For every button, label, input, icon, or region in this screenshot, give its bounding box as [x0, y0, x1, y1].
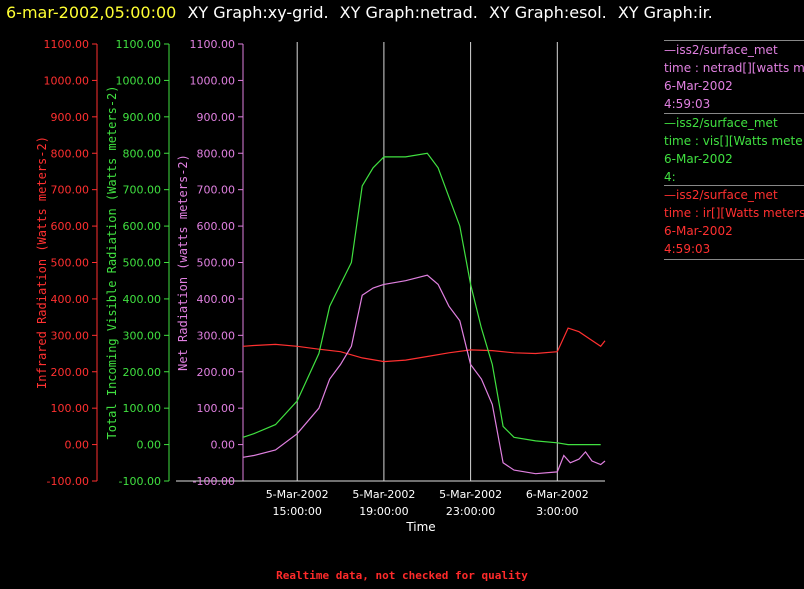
vis-y-axis-tick-label: 300.00 — [123, 329, 162, 342]
ir-y-axis-label: Infrared Radiation (Watts meters-2) — [35, 136, 49, 389]
netrad-y-axis-tick-label: 0.00 — [211, 439, 236, 452]
graph-title-xy-grid: XY Graph:xy-grid. — [187, 3, 329, 22]
x-tick-label-date: 5-Mar-2002 — [439, 488, 502, 501]
legend-vis-variable: time : vis[][Watts mete — [664, 134, 803, 148]
graph-title-netrad: XY Graph:netrad. — [339, 3, 478, 22]
ir-series-line — [242, 327, 606, 363]
ir-y-axis-tick-label: 400.00 — [51, 293, 90, 306]
vis-y-axis-tick-label: 200.00 — [123, 366, 162, 379]
legend-netrad-source: —iss2/surface_met — [664, 43, 778, 57]
timestamp: 6-mar-2002,05:00:00 — [6, 3, 177, 22]
legend-divider — [664, 185, 804, 186]
ir-y-axis-tick-label: 300.00 — [51, 329, 90, 342]
graph-title-ir: XY Graph:ir. — [617, 3, 713, 22]
graph-title-esol: XY Graph:esol. — [488, 3, 607, 22]
legend-ir-source: —iss2/surface_met — [664, 188, 778, 202]
vis-series-line — [242, 152, 601, 446]
x-tick-label-time: 3:00:00 — [536, 505, 578, 518]
vis-y-axis-tick-label: 700.00 — [123, 184, 162, 197]
legend-vis-time: 4: — [664, 170, 676, 184]
netrad-y-axis-tick-label: 500.00 — [197, 257, 236, 270]
x-tick-label-date: 5-Mar-2002 — [352, 488, 415, 501]
netrad-y-axis-tick-label: 1100.00 — [190, 38, 236, 51]
netrad-y-axis-tick-label: 200.00 — [197, 366, 236, 379]
quality-notice: Realtime data, not checked for quality — [276, 569, 528, 582]
vis-y-axis-tick-label: 1100.00 — [116, 38, 162, 51]
vis-y-axis-label: Total Incoming Visible Radiation (Watts … — [105, 85, 119, 439]
x-tick-label-time: 23:00:00 — [446, 505, 495, 518]
legend-divider — [664, 259, 804, 260]
netrad-y-axis-tick-label: 1000.00 — [190, 74, 236, 87]
legend-ir: —iss2/surface_met time : ir[][Watts mete… — [664, 185, 804, 260]
x-tick-label-date: 5-Mar-2002 — [266, 488, 329, 501]
legend-ir-date: 6-Mar-2002 — [664, 224, 733, 238]
ir-y-axis-tick-label: 1100.00 — [44, 38, 90, 51]
ir-y-axis-tick-label: 0.00 — [65, 439, 90, 452]
vis-y-axis-tick-label: 400.00 — [123, 293, 162, 306]
legend-vis-date: 6-Mar-2002 — [664, 152, 733, 166]
x-tick-label-date: 6-Mar-2002 — [526, 488, 589, 501]
vis-y-axis-tick-label: 900.00 — [123, 111, 162, 124]
x-axis-label: Time — [405, 520, 435, 534]
vis-y-axis-tick-label: 1000.00 — [116, 74, 162, 87]
netrad-y-axis-tick-label: 800.00 — [197, 147, 236, 160]
ir-y-axis-tick-label: 900.00 — [51, 111, 90, 124]
ir-y-axis-tick-label: 800.00 — [51, 147, 90, 160]
vis-y-axis-tick-label: 500.00 — [123, 257, 162, 270]
vis-y-axis-tick-label: 0.00 — [137, 439, 162, 452]
ir-y-axis-tick-label: 100.00 — [51, 402, 90, 415]
netrad-y-axis-label: Net Radiation (watts meters-2) — [176, 154, 190, 371]
ir-y-axis-tick-label: 600.00 — [51, 220, 90, 233]
ir-y-axis-tick-label: 1000.00 — [44, 74, 90, 87]
ir-y-axis-tick-label: -100.00 — [47, 475, 89, 488]
x-tick-label-time: 15:00:00 — [272, 505, 321, 518]
legend-netrad-variable: time : netrad[][watts me — [664, 61, 804, 75]
x-tick-label-time: 19:00:00 — [359, 505, 408, 518]
legend-vis: —iss2/surface_met time : vis[][Watts met… — [664, 113, 804, 186]
header: 6-mar-2002,05:00:00 XY Graph:xy-grid. XY… — [6, 3, 713, 22]
ir-y-axis-tick-label: 700.00 — [51, 184, 90, 197]
legend-netrad: —iss2/surface_met time : netrad[][watts … — [664, 40, 804, 113]
netrad-y-axis-tick-label: 300.00 — [197, 329, 236, 342]
legend-netrad-time: 4:59:03 — [664, 97, 711, 111]
legend-netrad-date: 6-Mar-2002 — [664, 79, 733, 93]
netrad-y-axis-tick-label: 400.00 — [197, 293, 236, 306]
vis-y-axis-tick-label: 800.00 — [123, 147, 162, 160]
netrad-y-axis-tick-label: 600.00 — [197, 220, 236, 233]
vis-y-axis-tick-label: 100.00 — [123, 402, 162, 415]
ir-y-axis-tick-label: 200.00 — [51, 366, 90, 379]
legend-divider — [664, 113, 804, 114]
netrad-y-axis-tick-label: -100.00 — [193, 475, 235, 488]
legend-divider — [664, 40, 804, 41]
vis-y-axis-tick-label: 600.00 — [123, 220, 162, 233]
netrad-y-axis-tick-label: 900.00 — [197, 111, 236, 124]
ir-y-axis-tick-label: 500.00 — [51, 257, 90, 270]
vis-y-axis-tick-label: -100.00 — [119, 475, 161, 488]
legend-vis-source: —iss2/surface_met — [664, 116, 778, 130]
netrad-y-axis-tick-label: 700.00 — [197, 184, 236, 197]
legend-ir-time: 4:59:03 — [664, 242, 711, 256]
netrad-y-axis-tick-label: 100.00 — [197, 402, 236, 415]
netrad-series-line — [242, 274, 606, 475]
legend-ir-variable: time : ir[][Watts meters — [664, 206, 804, 220]
